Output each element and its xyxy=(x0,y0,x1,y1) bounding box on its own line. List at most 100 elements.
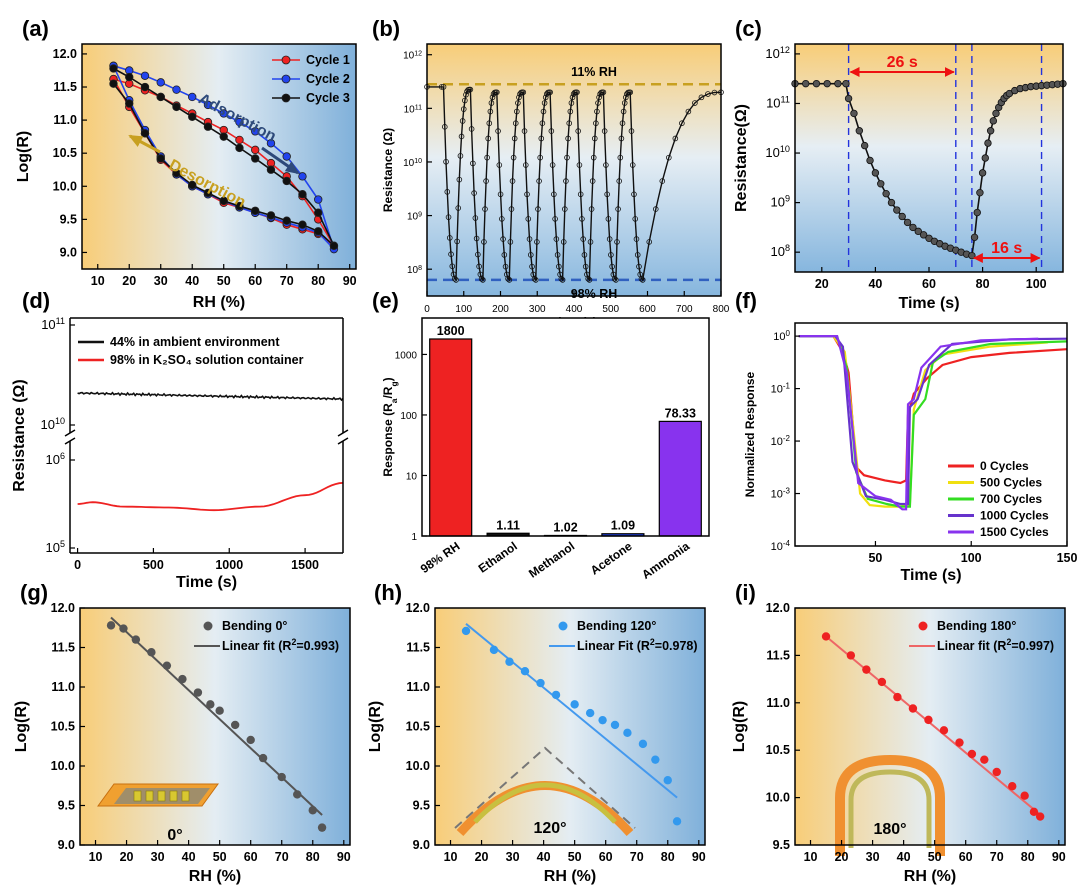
chart-b-ytick-label: 1012 xyxy=(403,50,422,62)
data-point xyxy=(955,738,964,747)
chart-a-ytick-label: 10.0 xyxy=(53,179,77,193)
legend-label-fit: Linear fit (R2=0.997) xyxy=(937,637,1054,653)
data-point xyxy=(178,674,187,684)
data-point xyxy=(608,252,614,258)
chart-a-xtick-label: 50 xyxy=(217,274,231,288)
data-point xyxy=(495,128,501,134)
series-point xyxy=(298,172,307,181)
data-point xyxy=(551,690,561,700)
chart-a-xtick-label: 80 xyxy=(311,274,325,288)
chart-c-xtick-label: 20 xyxy=(815,277,829,291)
data-point xyxy=(527,252,534,258)
data-point xyxy=(444,189,451,195)
data-point xyxy=(580,236,586,242)
data-point xyxy=(565,135,571,142)
data-point xyxy=(446,235,453,241)
chart-i-ytick-label: 11.0 xyxy=(766,696,790,710)
data-point xyxy=(638,739,648,749)
chart-i-xtick-label: 60 xyxy=(959,850,973,864)
data-point xyxy=(499,216,505,222)
data-point xyxy=(666,154,672,161)
category-label-ammonia: Ammonia xyxy=(639,539,692,582)
data-point xyxy=(489,645,499,655)
category-label-acetone: Acetone xyxy=(588,539,635,578)
data-point xyxy=(823,79,831,88)
data-point xyxy=(147,648,156,657)
data-point xyxy=(480,277,486,283)
y-axis-title: Response (Ra/Rg) xyxy=(381,377,399,476)
data-point xyxy=(887,198,896,207)
chart-h-xtick-label: 90 xyxy=(692,850,706,864)
data-point xyxy=(131,635,141,644)
data-point xyxy=(554,252,561,258)
axis-break-mark xyxy=(64,429,76,437)
data-point xyxy=(1035,812,1045,821)
chart-g-xtick-label: 30 xyxy=(151,850,165,864)
chart-a-xtick-label: 70 xyxy=(280,274,294,288)
chart-g-ytick-label: 12.0 xyxy=(51,601,75,615)
chart-i-xtick-label: 80 xyxy=(1021,850,1035,864)
data-point xyxy=(636,263,642,270)
data-point xyxy=(634,252,641,258)
data-point xyxy=(646,239,653,245)
data-point xyxy=(505,275,511,282)
legend-label-500-cycles: 500 Cycles xyxy=(980,476,1042,490)
chart-g-ytick-label: 10.5 xyxy=(51,720,75,734)
legend-label-bending: Bending 180° xyxy=(937,619,1016,633)
chart-d-ytick-label: 1010 xyxy=(41,416,65,432)
data-point xyxy=(672,135,679,142)
legend-label-bending: Bending 0° xyxy=(222,619,287,633)
series-point xyxy=(203,188,213,198)
chart-a-frame xyxy=(81,43,357,270)
chart-b-background xyxy=(427,44,721,296)
data-point xyxy=(652,206,659,212)
chart-b-xtick-label: 400 xyxy=(566,304,583,315)
data-point xyxy=(981,154,989,162)
chart-g-xtick-label: 80 xyxy=(306,850,320,864)
series-point xyxy=(156,78,165,87)
data-point xyxy=(514,108,520,115)
data-point xyxy=(512,120,519,127)
data-point xyxy=(659,178,666,184)
chart-i-xtick-label: 90 xyxy=(1052,850,1066,864)
data-point xyxy=(893,692,902,702)
data-point xyxy=(542,94,549,101)
x-axis-title: RH (%) xyxy=(544,868,596,885)
data-point xyxy=(623,728,632,738)
data-point xyxy=(967,749,977,759)
data-point xyxy=(582,263,589,270)
data-point xyxy=(567,108,574,115)
chart-d-xtick-label: 1500 xyxy=(291,558,319,572)
data-point xyxy=(277,772,286,782)
data-point xyxy=(685,108,692,115)
inset-device-flat: 0° xyxy=(97,783,219,844)
data-point xyxy=(598,715,607,725)
chart-h-ytick-label: 11.0 xyxy=(406,680,430,694)
data-point xyxy=(638,275,645,282)
x-axis-title: Time (s) xyxy=(176,574,237,591)
data-point xyxy=(1008,782,1017,791)
data-point xyxy=(1029,807,1039,817)
chart-f-ytick-label: 10-1 xyxy=(771,381,791,396)
chart-h-ytick-label: 10.0 xyxy=(406,759,430,773)
data-point xyxy=(489,94,496,101)
data-point xyxy=(613,277,619,283)
data-point xyxy=(509,178,516,184)
chart-a-ytick-label: 10.5 xyxy=(53,146,77,160)
chart-i-xtick-label: 10 xyxy=(804,850,818,864)
legend-label-0-cycles: 0 Cycles xyxy=(980,459,1029,473)
inset-label: 180° xyxy=(873,821,906,838)
data-point xyxy=(569,94,576,101)
chart-h-ytick-label: 10.5 xyxy=(406,720,430,734)
data-point xyxy=(488,100,495,106)
data-point xyxy=(246,735,255,745)
data-point xyxy=(575,128,581,134)
data-point xyxy=(631,191,637,198)
chart-a-ytick-label: 12.0 xyxy=(53,47,77,61)
data-point xyxy=(524,191,530,198)
data-point xyxy=(497,191,504,198)
data-point xyxy=(536,178,542,184)
data-point xyxy=(230,720,240,730)
